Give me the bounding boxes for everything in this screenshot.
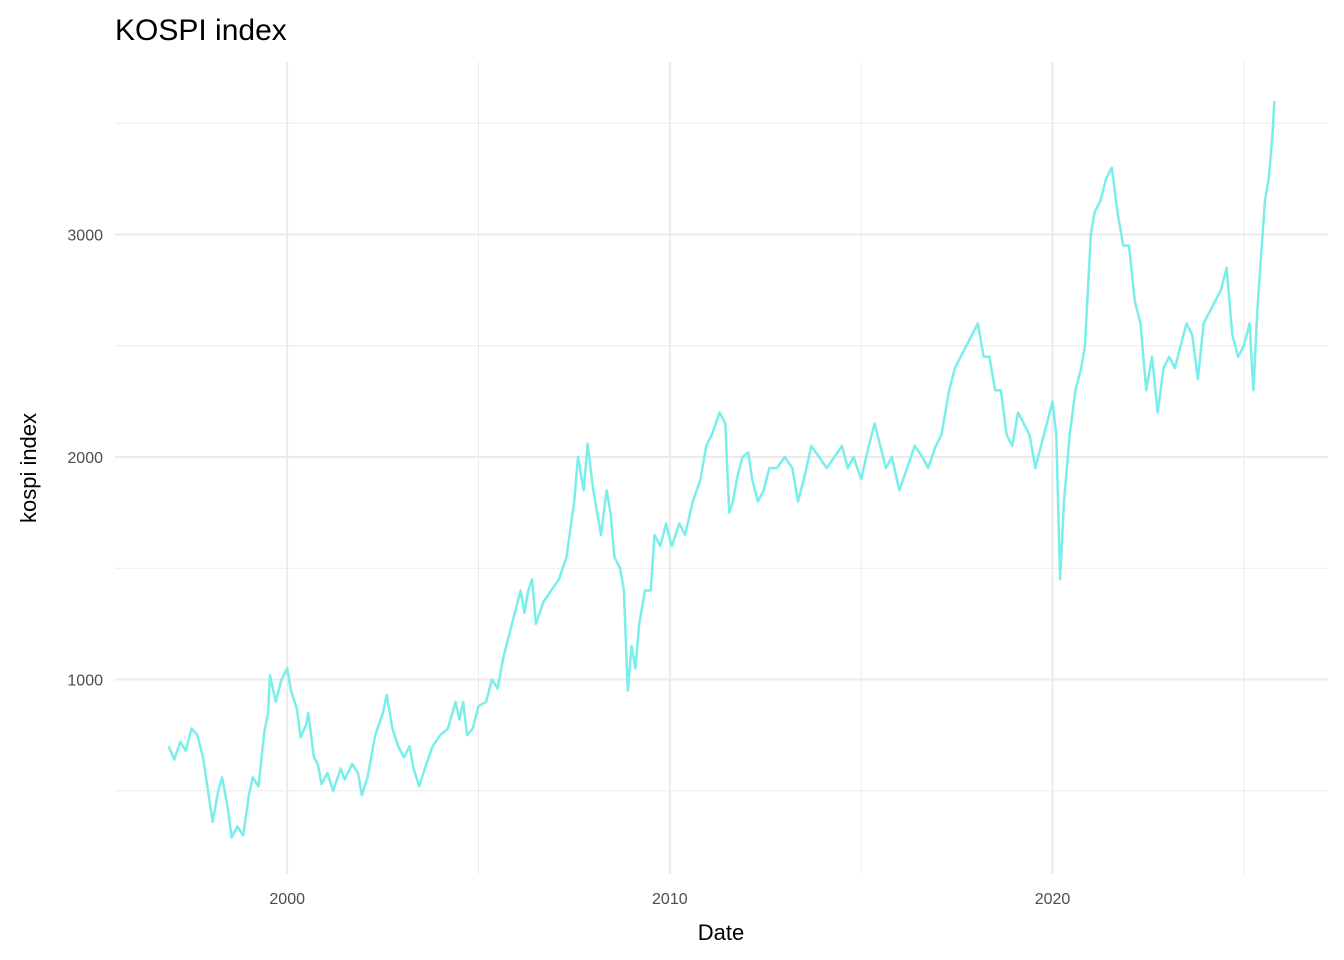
x-tick-label: 2010: [652, 891, 688, 908]
y-tick-label: 1000: [67, 673, 103, 690]
x-tick-label: 2020: [1035, 891, 1071, 908]
y-tick-label: 3000: [67, 227, 103, 244]
x-tick-label: 2000: [269, 891, 305, 908]
chart-title: KOSPI index: [115, 14, 287, 47]
y-tick-label: 2000: [67, 450, 103, 467]
line: [167, 100, 1276, 839]
y-axis-label: kospi index: [16, 413, 41, 523]
x-axis-label: Date: [698, 920, 744, 945]
